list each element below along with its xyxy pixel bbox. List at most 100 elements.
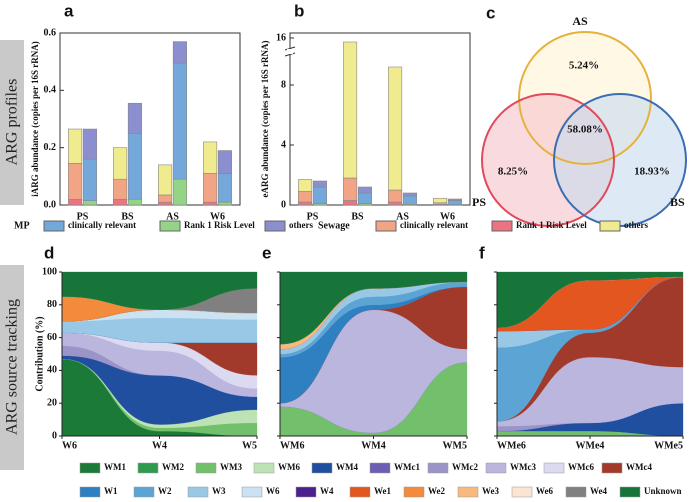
legend-swatch (403, 486, 425, 498)
legend-label: WMc3 (510, 462, 536, 472)
legend-label: clinically relevant (68, 220, 136, 230)
y-tick-label: 20 (47, 397, 57, 408)
y-tick-label: 0.4 (44, 85, 57, 96)
bar-segment (68, 198, 83, 206)
bar-segment (402, 195, 417, 205)
venn-set-label: BS (670, 195, 685, 209)
bar-segment (388, 66, 403, 191)
legend-swatch (79, 462, 101, 474)
legend-label: WMc4 (626, 462, 652, 472)
bar-segment (203, 141, 218, 174)
venn-set-label: AS (572, 14, 588, 28)
legend-label: W3 (212, 486, 226, 496)
x-tick-label: AS (396, 211, 409, 222)
legend-label: We6 (536, 486, 553, 496)
side-label: ARG source tracking (4, 299, 21, 435)
bar-segment (388, 201, 403, 206)
plot-frame (59, 32, 241, 206)
bar-segment (388, 189, 403, 203)
legend-swatch (241, 486, 263, 498)
legend-swatch (43, 220, 65, 232)
bar-segment (172, 178, 187, 206)
legend-label: W4 (320, 486, 334, 496)
bar-segment (113, 147, 128, 180)
legend-swatch (311, 462, 333, 474)
bar-segment (158, 201, 173, 206)
y-tick-label: 16 (276, 32, 286, 43)
y-tick-label: 0.6 (44, 27, 57, 38)
area (496, 271, 684, 328)
y-tick-label: 4 (281, 139, 286, 150)
legend-label: clinically relevant (400, 220, 468, 230)
x-tick-label: W6 (62, 440, 77, 451)
legend-swatch (369, 462, 391, 474)
legend-swatch (427, 462, 449, 474)
legend-label: We2 (428, 486, 445, 496)
x-tick-label: W4 (152, 440, 167, 451)
panel-label: f (479, 243, 485, 262)
legend-label: others (289, 220, 313, 230)
y-tick-label: 100 (42, 266, 57, 277)
y-axis-title: Contribution (%) (34, 316, 45, 391)
legend-label: W2 (158, 486, 172, 496)
legend-swatch (601, 462, 623, 474)
bar-segment (312, 180, 327, 188)
bar-segment (217, 173, 232, 203)
legend-swatch (565, 486, 587, 498)
legend-label: W1 (104, 486, 118, 496)
legend-swatch (619, 486, 641, 498)
bar-segment (82, 128, 97, 160)
legend-swatch (137, 462, 159, 474)
legend-label: WM1 (104, 462, 126, 472)
legend-label: WM6 (278, 462, 300, 472)
x-tick-label: BS (121, 211, 134, 222)
bar-segment (447, 200, 462, 205)
legend-swatch (511, 486, 533, 498)
bar-segment (217, 201, 232, 206)
legend-label: WM3 (220, 462, 242, 472)
y-tick-label: 8 (281, 79, 286, 90)
y-tick-label: 60 (47, 332, 57, 343)
x-tick-label: WMe5 (654, 440, 683, 451)
legend-label: others (624, 220, 648, 230)
x-tick-label: WMe6 (497, 440, 526, 451)
legend-swatch (295, 486, 317, 498)
x-tick-label: WM4 (361, 440, 385, 451)
legend-swatch (79, 486, 101, 498)
legend-swatch (491, 220, 513, 232)
y-axis-title: eARG abundance (copies per 16S rRNA) (260, 40, 270, 197)
bar-segment (343, 41, 358, 179)
area (279, 271, 468, 345)
x-tick-label: AS (166, 211, 179, 222)
venn-outline (518, 31, 652, 165)
legend-group-label: Sewage (318, 220, 350, 231)
area (61, 271, 258, 310)
bar-segment (127, 102, 142, 134)
bar-segment (357, 186, 372, 194)
bar-segment (113, 198, 128, 206)
bar-segment (172, 41, 187, 64)
legend-label: WMc2 (452, 462, 478, 472)
bar-segment (402, 192, 417, 197)
venn-set (554, 94, 686, 226)
bar-segment (298, 201, 313, 206)
legend-label: We1 (374, 486, 391, 496)
side-label: ARG profiles (4, 79, 21, 166)
side-box (0, 265, 24, 470)
bar-segment (68, 163, 83, 200)
x-tick-label: W6 (440, 211, 455, 222)
bar-segment (343, 200, 358, 206)
legend-label: WM4 (336, 462, 358, 472)
bar-segment (172, 62, 187, 180)
bar-segment (127, 133, 142, 200)
bar-segment (127, 198, 142, 206)
panel-label: a (64, 1, 74, 20)
legend-label: W6 (266, 486, 280, 496)
legend-swatch (133, 486, 155, 498)
panel-label: b (294, 1, 304, 20)
venn-set-label: PS (472, 195, 486, 209)
bar-segment (82, 158, 97, 201)
bar-segment (113, 178, 128, 200)
side-box (0, 40, 24, 205)
